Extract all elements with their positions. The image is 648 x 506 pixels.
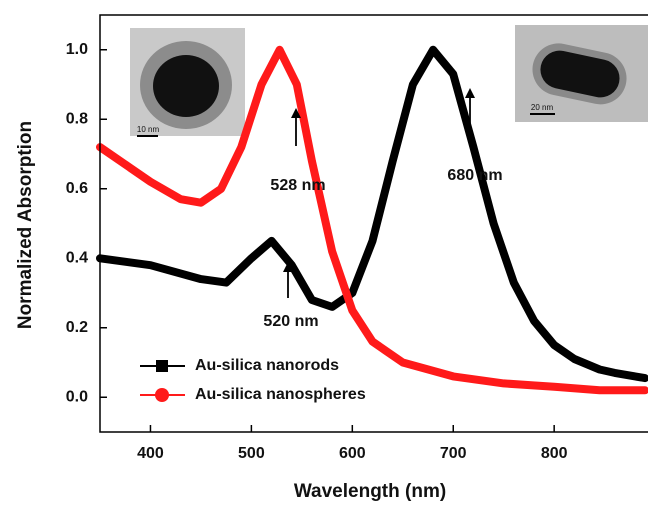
x-axis-label: Wavelength (nm) [294,481,446,502]
x-tick-label: 400 [137,445,164,462]
y-tick-label: 0.4 [66,249,88,266]
data-line [96,45,648,395]
annotation: 520 nm [263,313,318,330]
legend-label: Au-silica nanospheres [195,386,366,403]
inset-core [540,50,620,98]
plot-frame [99,14,648,433]
y-tick-label: 0.2 [66,319,88,336]
x-tick-label: 700 [440,445,467,462]
y-axis-label: Normalized Absorption [15,121,36,329]
data-line [96,45,648,383]
inset-core [153,55,219,117]
arrow-head [465,88,475,98]
y-tick-label: 1.0 [66,41,88,58]
annotation: 528 nm [270,177,325,194]
y-tick-label: 0.8 [66,110,88,127]
y-tick-label: 0.6 [66,180,88,197]
legend-marker [156,360,168,372]
annotation: 20 nm [531,103,554,112]
annotation: 680 nm [447,167,502,184]
x-tick-label: 600 [339,445,366,462]
x-tick-label: 800 [541,445,568,462]
legend-label: Au-silica nanorods [195,357,339,374]
arrow-head [283,262,293,272]
annotation: 10 nm [137,125,160,134]
x-tick-label: 500 [238,445,265,462]
y-tick-label: 0.0 [66,388,88,405]
arrow-head [291,108,301,118]
legend-marker [155,388,169,402]
